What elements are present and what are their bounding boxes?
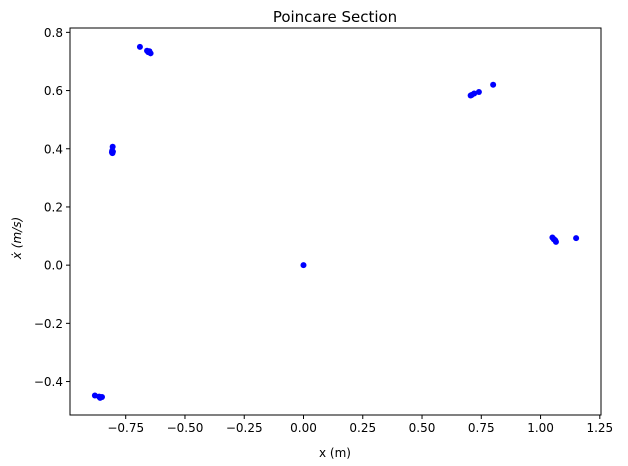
data-point <box>573 235 580 242</box>
y-axis-label: ẋ (m/s) <box>10 217 24 260</box>
data-points <box>91 43 580 401</box>
data-point <box>97 394 104 401</box>
x-tick-label: 1.25 <box>586 421 613 435</box>
data-point <box>552 238 559 245</box>
x-tick-label: 0.75 <box>468 421 495 435</box>
chart-title: Poincare Section <box>273 8 397 26</box>
x-tick-label: −0.50 <box>167 421 204 435</box>
x-axis-ticks: −0.75 −0.50 −0.25 0.00 0.25 0.50 0.75 1.00 1.25 <box>107 415 613 435</box>
plot-area-frame <box>69 27 602 416</box>
data-point <box>109 148 116 155</box>
data-point <box>475 89 482 96</box>
x-axis-label: x (m) <box>319 446 351 460</box>
x-tick-label: −0.75 <box>107 421 144 435</box>
x-tick-label: 0.00 <box>290 421 317 435</box>
data-point <box>467 92 474 99</box>
y-tick-label: 0.8 <box>44 26 63 40</box>
y-tick-label: 0.0 <box>44 259 63 273</box>
data-point <box>136 43 143 50</box>
x-tick-label: 0.25 <box>349 421 376 435</box>
x-tick-label: 0.50 <box>409 421 436 435</box>
y-tick-label: 0.6 <box>44 84 63 98</box>
data-point <box>490 81 497 88</box>
data-point <box>300 262 307 269</box>
y-tick-label: −0.4 <box>34 375 63 389</box>
y-tick-label: 0.4 <box>44 142 63 156</box>
x-tick-label: −0.25 <box>226 421 263 435</box>
y-tick-label: 0.2 <box>44 200 63 214</box>
x-tick-label: 1.00 <box>527 421 554 435</box>
y-axis-ticks: −0.4 −0.2 0.0 0.2 0.4 0.6 0.8 <box>34 26 70 389</box>
data-point <box>147 50 154 57</box>
y-tick-label: −0.2 <box>34 317 63 331</box>
